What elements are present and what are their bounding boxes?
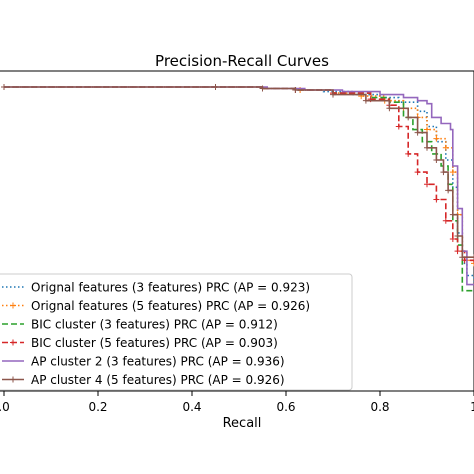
series-marker bbox=[386, 105, 393, 112]
series-marker bbox=[362, 97, 369, 104]
series-marker bbox=[330, 91, 336, 98]
series-line bbox=[4, 86, 474, 292]
legend-entry: Orignal features (3 features) PRC (AP = … bbox=[2, 281, 310, 295]
series-marker bbox=[442, 144, 449, 151]
legend-marker bbox=[10, 302, 16, 309]
series-marker bbox=[442, 217, 449, 224]
legend-label: BIC cluster (5 features) PRC (AP = 0.903… bbox=[31, 336, 278, 350]
x-tick-label: 0.4 bbox=[182, 400, 201, 414]
series-marker bbox=[445, 187, 452, 194]
series-marker bbox=[212, 84, 219, 90]
series-layer bbox=[1, 84, 474, 292]
series-marker bbox=[440, 169, 447, 176]
series-marker bbox=[424, 181, 430, 188]
series-6 bbox=[1, 84, 474, 261]
legend-entry: BIC cluster (5 features) PRC (AP = 0.903… bbox=[2, 336, 278, 350]
series-marker bbox=[433, 135, 440, 142]
series-marker bbox=[459, 254, 466, 261]
series-marker bbox=[471, 254, 474, 261]
legend-label: BIC cluster (3 features) PRC (AP = 0.912… bbox=[31, 318, 278, 332]
series-marker bbox=[424, 126, 430, 133]
chart-title: Precision-Recall Curves bbox=[155, 52, 329, 70]
legend-entry: Orignal features (5 features) PRC (AP = … bbox=[2, 299, 310, 313]
series-3 bbox=[4, 86, 474, 292]
series-marker bbox=[449, 236, 456, 242]
legend: Orignal features (3 features) PRC (AP = … bbox=[0, 273, 353, 391]
x-tick-label: 0.2 bbox=[88, 400, 107, 414]
legend-label: Orignal features (5 features) PRC (AP = … bbox=[31, 299, 310, 313]
series-marker bbox=[433, 196, 440, 203]
legend-label: AP cluster 4 (5 features) PRC (AP = 0.92… bbox=[31, 373, 285, 387]
series-marker bbox=[454, 248, 461, 255]
series-marker bbox=[405, 150, 412, 157]
x-tick-label: 0.8 bbox=[370, 400, 389, 414]
legend-entry: BIC cluster (3 features) PRC (AP = 0.912… bbox=[2, 318, 278, 332]
legend-entry: AP cluster 2 (3 features) PRC (AP = 0.93… bbox=[2, 355, 285, 369]
series-marker bbox=[292, 87, 299, 94]
legend-label: AP cluster 2 (3 features) PRC (AP = 0.93… bbox=[31, 355, 285, 369]
series-marker bbox=[433, 156, 440, 163]
series-marker bbox=[414, 169, 421, 176]
series-marker bbox=[471, 257, 474, 264]
series-marker bbox=[454, 232, 461, 239]
series-marker bbox=[424, 144, 430, 151]
x-tick-label: 1 bbox=[470, 400, 474, 414]
series-marker bbox=[1, 84, 7, 90]
series-marker bbox=[449, 169, 456, 176]
x-axis: .0 0.2 0.4 0.6 0.8 1 bbox=[0, 391, 474, 414]
legend-marker bbox=[10, 376, 16, 383]
x-axis-label: Recall bbox=[223, 416, 262, 431]
series-marker bbox=[414, 129, 421, 136]
legend-entry: AP cluster 4 (5 features) PRC (AP = 0.92… bbox=[2, 373, 285, 387]
series-marker bbox=[395, 123, 402, 130]
series-marker bbox=[259, 85, 266, 92]
series-marker bbox=[449, 211, 456, 218]
x-tick-label: .0 bbox=[0, 400, 10, 414]
legend-marker bbox=[10, 339, 16, 346]
legend-label: Orignal features (3 features) PRC (AP = … bbox=[31, 281, 310, 295]
legend-box bbox=[0, 273, 353, 391]
series-marker bbox=[471, 260, 474, 267]
x-tick-label: 0.6 bbox=[276, 400, 295, 414]
series-marker bbox=[405, 114, 412, 121]
